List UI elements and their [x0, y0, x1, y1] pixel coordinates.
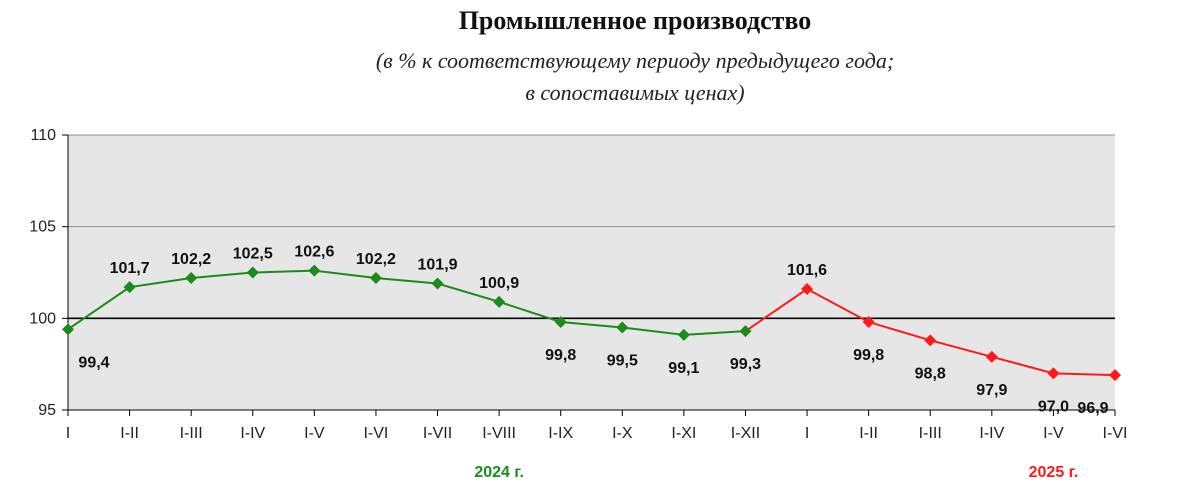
data-point — [1047, 367, 1060, 380]
x-tick-label: I-XI — [671, 425, 696, 442]
x-tick-label: I-XII — [731, 425, 760, 442]
x-tick-label: I-VI — [1103, 425, 1128, 442]
x-tick-label: I-IX — [548, 425, 573, 442]
x-tick-label: I — [66, 425, 70, 442]
data-point — [62, 323, 74, 336]
data-point — [431, 277, 444, 290]
data-point — [616, 321, 629, 334]
data-point — [862, 316, 875, 328]
data-label: 99,4 — [78, 354, 109, 371]
year-label: 2025 г. — [1029, 464, 1079, 481]
y-tick-label: 110 — [30, 127, 56, 144]
data-point — [308, 264, 321, 277]
x-tick-label: I — [805, 425, 809, 442]
x-tick-label: I-V — [1043, 425, 1064, 442]
data-point — [739, 325, 752, 338]
data-label: 102,2 — [356, 251, 396, 268]
x-tick-label: I-VII — [423, 425, 452, 442]
x-tick-label: I-IV — [240, 425, 265, 442]
chart-subtitle-line-2: в сопоставимых ценах) — [525, 80, 745, 105]
data-point — [801, 283, 814, 295]
x-tick-label: I-VIII — [482, 425, 516, 442]
data-point — [246, 266, 259, 279]
y-tick-label: 95 — [38, 402, 56, 419]
x-tick-label: I-X — [612, 425, 633, 442]
x-tick-label: I-III — [180, 425, 203, 442]
data-label: 101,9 — [418, 257, 458, 274]
chart-title: Промышленное производство — [458, 6, 812, 35]
data-label: 97,9 — [976, 382, 1007, 399]
data-label: 98,8 — [915, 365, 946, 382]
x-tick-label: I-IV — [979, 425, 1004, 442]
data-point — [985, 350, 998, 363]
data-point — [123, 281, 136, 294]
data-point — [493, 295, 506, 308]
series-line — [67, 269, 746, 336]
x-tick-label: I-V — [304, 425, 325, 442]
plot-area — [68, 135, 1115, 410]
year-label: 2024 г. — [474, 464, 524, 481]
data-point — [1109, 369, 1121, 382]
data-label: 96,9 — [1077, 400, 1108, 417]
x-tick-label: I-II — [859, 425, 878, 442]
data-label: 101,6 — [787, 262, 827, 279]
data-label: 102,5 — [233, 246, 273, 263]
chart-subtitle-line-1: (в % к соответствующему периоду предыдущ… — [375, 48, 895, 73]
series-line — [806, 288, 1116, 377]
data-label: 99,8 — [853, 347, 884, 364]
data-label: 97,0 — [1038, 398, 1069, 415]
y-tick-label: 100 — [29, 310, 56, 327]
data-label: 102,6 — [294, 244, 334, 261]
data-point — [554, 316, 567, 328]
data-label: 99,5 — [607, 353, 638, 370]
data-point — [369, 272, 382, 284]
x-tick-label: I-III — [919, 425, 942, 442]
y-tick-label: 105 — [29, 219, 56, 236]
x-tick-label: I-II — [120, 425, 139, 442]
data-point — [677, 328, 690, 341]
data-label: 102,2 — [171, 251, 211, 268]
data-point — [185, 272, 198, 284]
data-label: 99,8 — [545, 347, 576, 364]
data-label: 100,9 — [479, 275, 519, 292]
data-label: 99,1 — [668, 360, 699, 377]
series-connector — [744, 288, 808, 332]
x-tick-label: I-VI — [363, 425, 388, 442]
data-point — [924, 334, 937, 347]
data-label: 99,3 — [730, 356, 761, 373]
data-label: 101,7 — [110, 260, 150, 277]
